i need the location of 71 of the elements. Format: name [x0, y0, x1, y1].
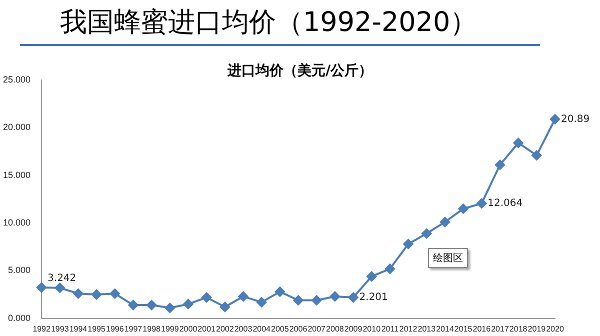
point: [422, 228, 432, 239]
point: [73, 288, 84, 299]
y-tick-label: 10.000: [2, 218, 31, 228]
x-tick-label: 2015: [454, 324, 473, 334]
x-tick-label: 1994: [69, 324, 88, 334]
x-tick-label: 2014: [436, 324, 454, 334]
point: [202, 292, 212, 302]
y-tick-label: 15.000: [2, 170, 31, 180]
chart-title: 我国蜂蜜进口均价（1992-2020）: [60, 6, 478, 40]
point: [128, 300, 138, 310]
x-tick-label: 2019: [528, 324, 546, 334]
point: [532, 150, 542, 160]
data-label: 3.242: [48, 273, 76, 284]
x-tick-label: 2007: [308, 324, 326, 334]
point: [110, 288, 120, 299]
point: [403, 239, 414, 250]
x-tick-label: 1998: [142, 324, 162, 334]
x-tick-label: 2006: [289, 324, 308, 334]
data-label: 20.89: [561, 114, 590, 125]
chart-subtitle: 进口均价（美元/公斤）: [227, 63, 373, 79]
data-label: 2.201: [359, 292, 388, 304]
x-tick-label: 1997: [124, 324, 143, 334]
x-tick-label: 2001: [198, 324, 216, 334]
point: [238, 291, 248, 302]
x-tick-label: 2004: [252, 324, 272, 334]
point: [513, 138, 524, 148]
x-tick-label: 2010: [362, 324, 382, 334]
point: [274, 286, 285, 297]
x-tick-label: 2002: [216, 324, 234, 334]
data-label: 12.064: [488, 198, 523, 209]
point: [440, 217, 450, 228]
x-tick-label: 2009: [344, 324, 363, 334]
x-tick-label: 2008: [326, 324, 344, 334]
x-tick-label: 2020: [546, 324, 564, 334]
x-tick-label: 1992: [32, 324, 51, 334]
point: [330, 291, 340, 302]
point: [293, 295, 304, 306]
point: [384, 264, 395, 274]
point: [494, 160, 505, 170]
x-tick-label: 2000: [179, 324, 198, 334]
annotation: 绘图区: [428, 248, 468, 268]
point: [146, 300, 157, 310]
point: [348, 292, 358, 302]
x-tick-label: 2012: [399, 324, 418, 334]
x-tick-label: 2013: [418, 324, 436, 334]
point: [164, 302, 175, 313]
point: [256, 297, 267, 308]
x-tick-label: 1995: [88, 324, 106, 334]
x-tick-label: 2005: [271, 324, 290, 334]
x-tick-label: 2003: [234, 324, 253, 334]
x-tick-label: 2011: [381, 324, 400, 334]
point: [550, 114, 560, 124]
x-tick-label: 1999: [160, 324, 180, 334]
x-tick-label: 1996: [106, 324, 124, 334]
point: [458, 204, 468, 214]
x-tick-label: 2017: [491, 324, 510, 334]
point: [54, 282, 65, 293]
x-tick-label: 1993: [50, 324, 70, 334]
point: [36, 282, 47, 292]
point: [312, 295, 322, 306]
x-tick-label: 2016: [472, 324, 492, 334]
point: [92, 290, 102, 300]
y-tick-label: 0.000: [8, 312, 31, 323]
point: [366, 271, 377, 282]
point: [476, 198, 487, 208]
point: [220, 302, 230, 312]
y-tick-label: 20.000: [2, 122, 31, 132]
point: [183, 299, 194, 310]
x-tick-label: 2018: [509, 324, 528, 334]
y-tick-label: 25.000: [2, 74, 31, 84]
y-tick-label: 5.000: [8, 265, 31, 276]
